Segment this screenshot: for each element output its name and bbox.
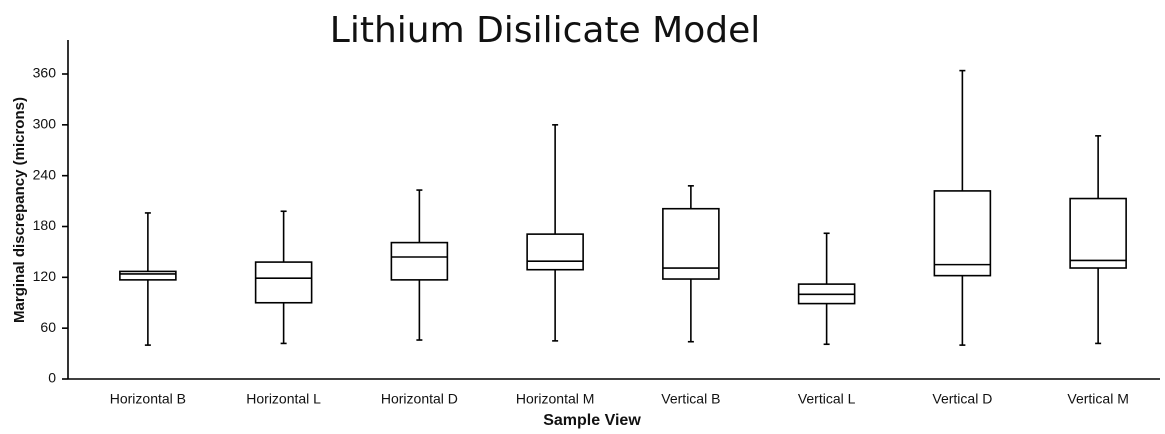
box: [254, 261, 313, 304]
x-tick-label: Horizontal L: [246, 391, 321, 407]
x-axis-title: Sample View: [543, 412, 641, 429]
box: [933, 190, 992, 277]
x-tick-label: Vertical B: [661, 391, 720, 407]
box: [119, 270, 177, 281]
y-tick-label: 360: [33, 65, 57, 81]
x-tick-label: Horizontal M: [516, 391, 595, 407]
box: [1069, 197, 1127, 269]
y-tick-label: 60: [40, 319, 56, 335]
chart-title: Lithium Disilicate Model: [330, 10, 760, 51]
y-tick-label: 120: [33, 268, 57, 284]
box: [390, 241, 449, 281]
x-tick-label: Vertical M: [1067, 391, 1128, 407]
box: [526, 233, 584, 271]
y-tick-label: 240: [33, 166, 57, 182]
y-tick-label: 300: [33, 116, 57, 132]
y-axis-title: Marginal discrepancy (microns): [11, 97, 28, 323]
x-tick-label: Horizontal B: [110, 391, 186, 407]
y-tick-label: 0: [48, 370, 56, 386]
x-tick-label: Vertical D: [932, 391, 992, 407]
x-tick-label: Vertical L: [798, 391, 856, 407]
x-tick-label: Horizontal D: [381, 391, 458, 407]
y-tick-label: 180: [33, 217, 57, 233]
